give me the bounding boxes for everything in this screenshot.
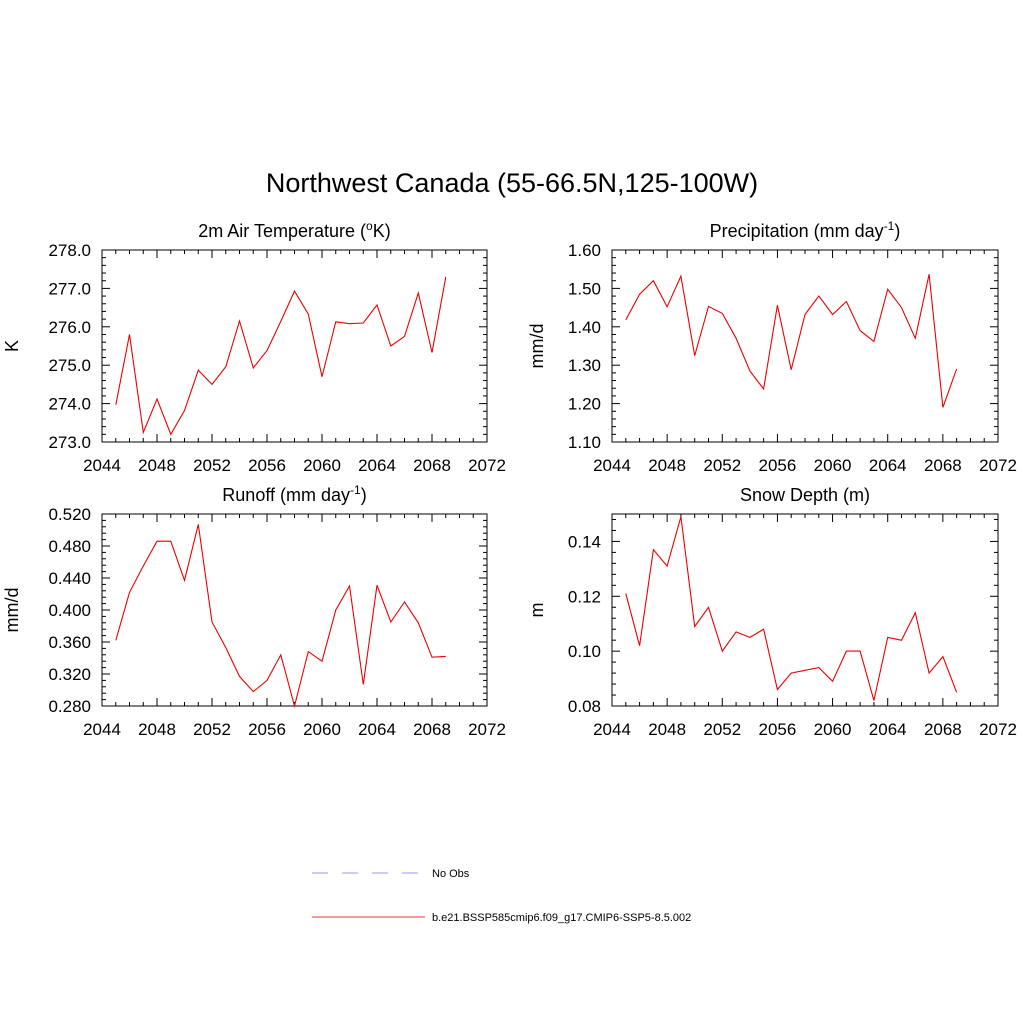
plot-frame [101, 249, 488, 443]
y-axis-label: mm/d [527, 324, 547, 369]
y-tick-label: 277.0 [48, 279, 91, 298]
y-tick-label: 0.440 [48, 569, 91, 588]
x-tick-label: 2044 [593, 720, 631, 739]
y-axis-label: m [527, 603, 547, 618]
y-tick-label: 0.14 [568, 532, 601, 551]
panel-title: Precipitation (mm day-1) [710, 219, 901, 241]
panel-3: Runoff (mm day-1) mm/d 2044 2048 2052 2056 206… [2, 483, 506, 739]
y-tick-label: 0.400 [48, 601, 91, 620]
panel-title: 2m Air Temperature (oK) [198, 219, 390, 241]
legend-label-1: No Obs [432, 868, 470, 880]
x-tick-label: 2052 [703, 720, 741, 739]
plot-frame [611, 513, 999, 707]
panel-title-superscript: -1 [884, 219, 895, 233]
y-tick-label: 275.0 [48, 356, 91, 375]
x-tick-label: 2056 [248, 720, 286, 739]
x-tick-label: 2056 [248, 456, 286, 475]
y-tick-label: 0.12 [568, 587, 601, 606]
x-tick-label: 2060 [303, 720, 341, 739]
x-tick-label: 2060 [814, 720, 852, 739]
x-tick-label: 2072 [979, 456, 1017, 475]
x-tick-label: 2048 [138, 720, 176, 739]
y-tick-label: 0.280 [48, 697, 91, 716]
legend: No Obs b.e21.BSSP585cmip6.f09_g17.CMIP6-S… [312, 868, 691, 924]
y-axis-label: K [2, 340, 22, 352]
y-tick-label: 0.08 [568, 697, 601, 716]
series-line [115, 524, 446, 709]
y-tick-label: 273.0 [48, 433, 91, 452]
x-tick-label: 2068 [413, 720, 451, 739]
y-tick-label: 276.0 [48, 318, 91, 337]
x-tick-label: 2048 [648, 720, 686, 739]
panel-title-superscript: o [366, 219, 373, 233]
panel-title-suffix: K) [373, 221, 391, 241]
x-tick-label: 2056 [759, 720, 797, 739]
x-tick-label: 2056 [759, 456, 797, 475]
y-tick-label: 0.360 [48, 633, 91, 652]
panel-title-main: Precipitation (mm day [710, 221, 884, 241]
x-tick-label: 2068 [413, 456, 451, 475]
y-tick-label: 278.0 [48, 241, 91, 260]
x-tick-label: 2060 [303, 456, 341, 475]
legend-label-2: b.e21.BSSP585cmip6.f09_g17.CMIP6-SSP5-8.… [432, 912, 691, 924]
x-tick-label: 2068 [924, 720, 962, 739]
y-tick-label: 1.40 [568, 318, 601, 337]
x-tick-label: 2048 [138, 456, 176, 475]
x-tick-label: 2044 [83, 720, 121, 739]
x-tick-label: 2072 [468, 720, 506, 739]
x-tick-label: 2064 [358, 456, 396, 475]
x-tick-label: 2068 [924, 456, 962, 475]
series-line [625, 274, 958, 408]
y-tick-label: 0.320 [48, 665, 91, 684]
y-tick-label: 0.480 [48, 537, 91, 556]
series-line [625, 516, 958, 701]
panel-title-suffix: ) [894, 221, 900, 241]
y-axis-label: mm/d [2, 588, 22, 633]
y-tick-label: 1.10 [568, 433, 601, 452]
series-line [115, 276, 447, 436]
y-tick-label: 1.60 [568, 241, 601, 260]
x-tick-label: 2044 [83, 456, 121, 475]
x-tick-label: 2064 [869, 720, 907, 739]
x-tick-label: 2064 [869, 456, 907, 475]
panel-title: Snow Depth (m) [740, 485, 870, 505]
figure-title: Northwest Canada (55-66.5N,125-100W) [265, 168, 759, 198]
y-tick-label: 1.30 [568, 356, 601, 375]
y-tick-label: 1.50 [568, 279, 601, 298]
panel-title-main: Snow Depth (m) [740, 485, 870, 505]
x-tick-label: 2072 [468, 456, 506, 475]
panel-4: Snow Depth (m) m 2044 2048 2052 2056 2060 2064 2… [527, 485, 1017, 739]
plot-frame [101, 513, 488, 707]
panel-1: 2m Air Temperature (oK) K 2044 2048 2052 2056… [2, 219, 506, 475]
y-tick-label: 0.10 [568, 642, 601, 661]
x-tick-label: 2052 [193, 720, 231, 739]
x-tick-label: 2052 [703, 456, 741, 475]
panel-title-superscript: -1 [350, 483, 361, 497]
panel-title-main: Runoff (mm day [222, 485, 350, 505]
x-tick-label: 2044 [593, 456, 631, 475]
plot-frame [611, 249, 999, 443]
panel-title-suffix: ) [361, 485, 367, 505]
y-tick-label: 274.0 [48, 395, 91, 414]
x-tick-label: 2060 [814, 456, 852, 475]
x-tick-label: 2064 [358, 720, 396, 739]
y-tick-label: 0.520 [48, 505, 91, 524]
panel-title: Runoff (mm day-1) [222, 483, 366, 505]
panel-2: Precipitation (mm day-1) mm/d 2044 2048 2052… [527, 219, 1017, 475]
panel-title-main: 2m Air Temperature ( [198, 221, 366, 241]
x-tick-label: 2048 [648, 456, 686, 475]
y-tick-label: 1.20 [568, 395, 601, 414]
x-tick-label: 2072 [979, 720, 1017, 739]
x-tick-label: 2052 [193, 456, 231, 475]
